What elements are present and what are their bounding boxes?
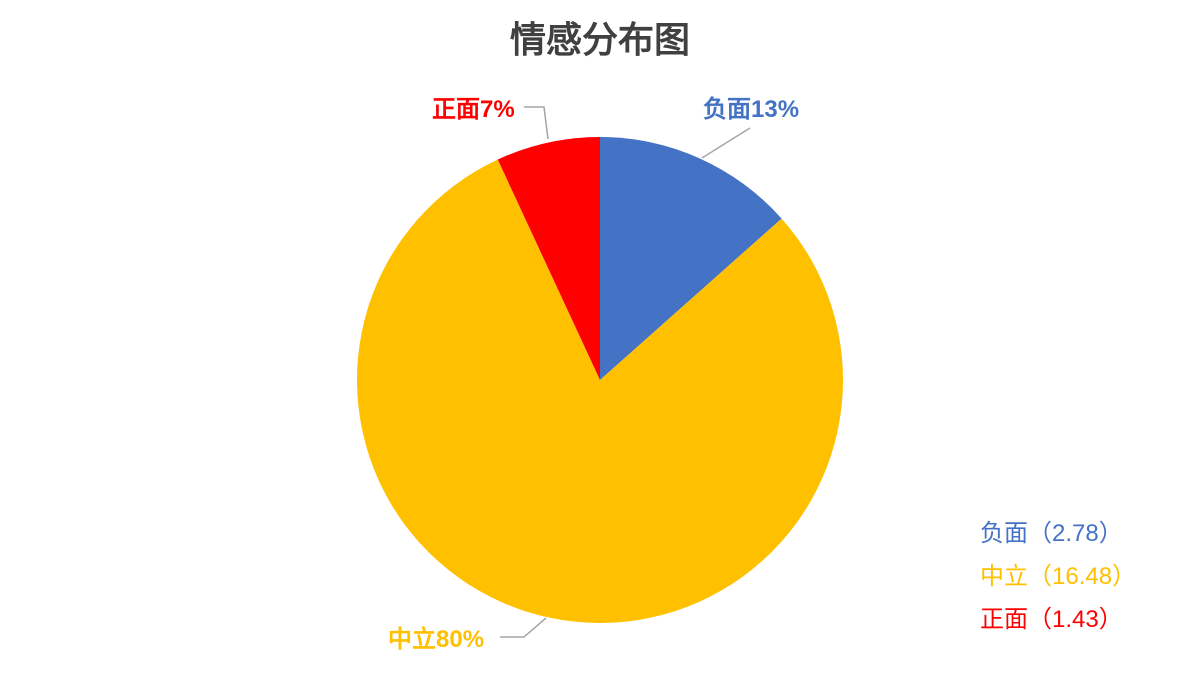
data-label-neutral: 中立80% (388, 625, 484, 653)
data-label-negative: 负面13% (703, 96, 799, 123)
legend-item-negative: 负面（2.78） (980, 520, 1123, 547)
pie-slice-negative (600, 137, 782, 380)
pie (357, 137, 844, 624)
data-label-positive: 正面7% (432, 96, 515, 123)
leader-line-positive (524, 106, 549, 140)
leader-line-neutral (500, 617, 547, 638)
legend-item-neutral: 中立（16.48） (980, 563, 1136, 590)
pie-slice-neutral (357, 159, 844, 624)
leader-line-negative (701, 127, 751, 159)
legend-item-positive: 正面（1.43） (980, 606, 1123, 633)
pie-slice-positive (497, 137, 600, 380)
legend: 负面（2.78） 中立（16.48） 正面（1.43） (980, 520, 1136, 633)
chart-title: 情感分布图 (510, 19, 690, 60)
